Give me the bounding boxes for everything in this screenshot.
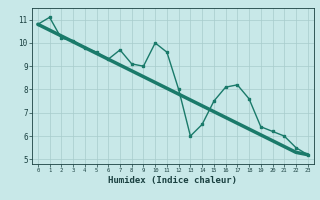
- X-axis label: Humidex (Indice chaleur): Humidex (Indice chaleur): [108, 176, 237, 185]
